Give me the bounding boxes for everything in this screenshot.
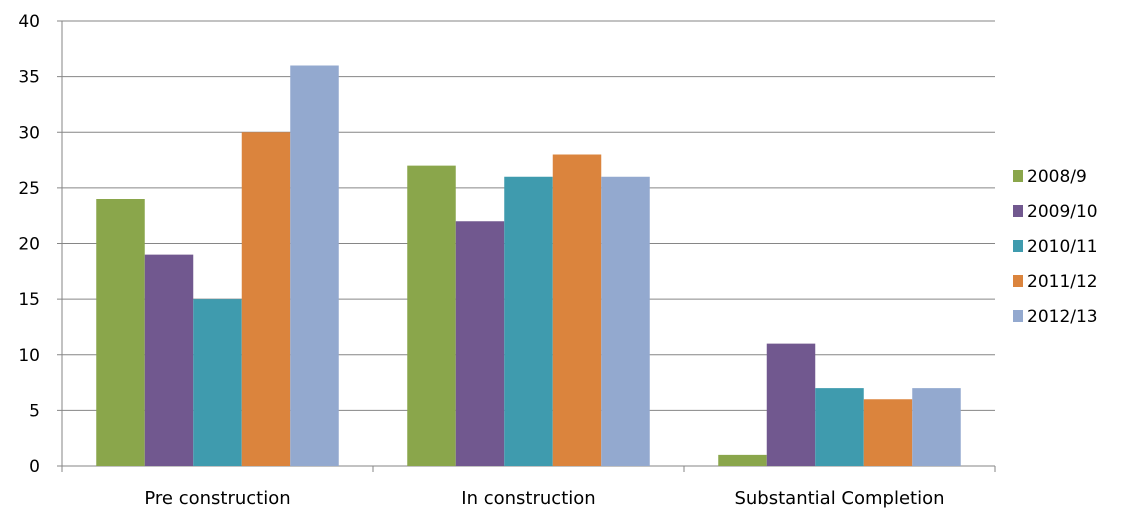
legend-label: 2011/12 [1027,272,1098,292]
legend: 2008/9 2009/10 2010/11 2011/12 2012/13 [1013,167,1098,327]
bar-2008-9-1 [407,165,456,466]
y-axis-tick-label: 10 [18,346,40,366]
bar-2009-10-0 [144,254,194,466]
x-axis-category-labels: Pre construction In construction Substanti… [144,488,944,509]
bar-2011-12-2 [863,399,913,466]
legend-swatch [1013,205,1023,217]
x-axis-category-label: Substantial Completion [734,488,944,509]
y-axis-tick-label: 20 [18,235,40,255]
y-axis-tick-label: 25 [18,179,40,199]
bar-2011-12-0 [241,132,291,466]
bar-2008-9-2 [718,454,767,466]
bar-2012-13-0 [290,65,339,466]
bar-2010-11-0 [193,299,242,466]
bar-2009-10-2 [766,343,816,466]
y-axis-tick-label: 0 [29,457,40,477]
legend-label: 2012/13 [1027,307,1098,327]
bar-2011-12-1 [552,154,602,466]
y-axis-tick-label: 35 [18,68,40,88]
bars [96,65,961,466]
x-axis-category-label: Pre construction [144,488,290,509]
y-axis-tick-labels: 0 5 10 15 20 25 30 35 40 [18,12,40,477]
legend-swatch [1013,170,1023,182]
bar-2010-11-2 [815,388,864,466]
legend-label: 2010/11 [1027,237,1098,257]
legend-swatch [1013,310,1023,322]
legend-swatch [1013,275,1023,287]
bar-2012-13-2 [912,388,961,466]
x-axis-category-label: In construction [461,488,595,509]
y-axis-tick-label: 30 [18,123,40,143]
y-axis-tick-label: 5 [29,401,40,421]
legend-label: 2008/9 [1027,167,1087,187]
legend-swatch [1013,240,1023,252]
y-axis-tick-label: 15 [18,290,40,310]
bar-2010-11-1 [504,176,553,466]
legend-label: 2009/10 [1027,202,1098,222]
bar-2009-10-1 [455,221,505,466]
bar-2012-13-1 [601,176,650,466]
y-axis-tick-label: 40 [18,12,40,32]
bar-2008-9-0 [96,199,145,466]
